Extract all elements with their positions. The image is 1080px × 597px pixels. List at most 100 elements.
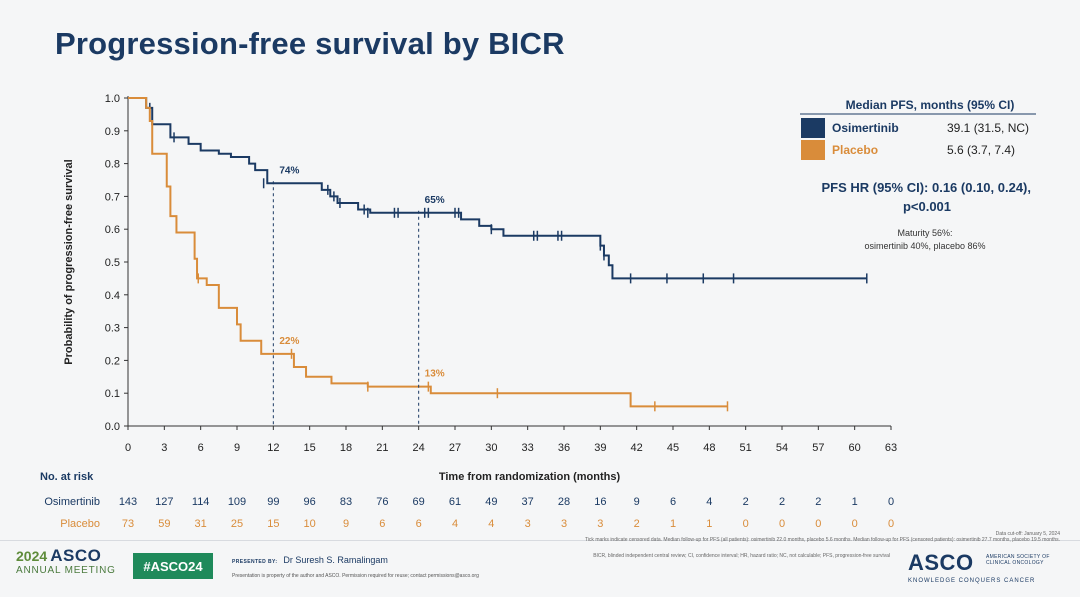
y-tick-label: 0.4 <box>105 290 120 302</box>
y-tick-label: 1.0 <box>105 93 120 105</box>
at-risk-count: 0 <box>888 518 894 530</box>
meeting-year: 2024 <box>16 548 48 564</box>
at-risk-count: 0 <box>779 518 785 530</box>
at-risk-count: 3 <box>525 518 531 530</box>
at-risk-count: 0 <box>888 496 894 508</box>
x-tick-label: 57 <box>812 442 824 454</box>
at-risk-count: 4 <box>452 518 458 530</box>
x-axis-title: Time from randomization (months) <box>439 471 621 483</box>
asco-tagline: KNOWLEDGE CONQUERS CANCER <box>908 578 1036 584</box>
y-tick-label: 0.8 <box>105 159 120 171</box>
x-tick-label: 42 <box>631 442 643 454</box>
at-risk-count: 31 <box>195 518 207 530</box>
y-tick-label: 0.2 <box>105 355 120 367</box>
at-risk-count: 2 <box>634 518 640 530</box>
maturity-text: Maturity 56%: <box>897 228 952 238</box>
x-tick-label: 36 <box>558 442 570 454</box>
x-tick-label: 63 <box>885 442 897 454</box>
x-tick-label: 54 <box>776 442 788 454</box>
at-risk-count: 73 <box>122 518 134 530</box>
chart-legend: Median PFS, months (95% CI) Osimertinib 39… <box>800 98 1036 251</box>
data-cutoff-note: Data cut-off: January 5, 2024 <box>995 531 1060 537</box>
at-risk-count: 37 <box>522 496 534 508</box>
at-risk-count: 10 <box>304 518 316 530</box>
at-risk-count: 4 <box>488 518 494 530</box>
legend-header: Median PFS, months (95% CI) <box>846 98 1015 112</box>
at-risk-count: 0 <box>815 518 821 530</box>
at-risk-count: 6 <box>416 518 422 530</box>
at-risk-count: 3 <box>561 518 567 530</box>
at-risk-count: 96 <box>304 496 316 508</box>
x-tick-label: 24 <box>413 442 425 454</box>
y-tick-label: 0.7 <box>105 191 120 203</box>
asco-brand: ASCO <box>908 550 974 575</box>
hazard-ratio-text: PFS HR (95% CI): 0.16 (0.10, 0.24), <box>821 180 1031 195</box>
at-risk-count: 109 <box>228 496 246 508</box>
x-tick-label: 9 <box>234 442 240 454</box>
tick-marks-note: Tick marks indicate censored data. Media… <box>584 537 1060 543</box>
x-tick-label: 60 <box>849 442 861 454</box>
footer-divider <box>0 540 1080 541</box>
x-tick-label: 12 <box>267 442 279 454</box>
reference-label: 74% <box>279 165 299 176</box>
x-tick-label: 6 <box>198 442 204 454</box>
at-risk-count: 0 <box>743 518 749 530</box>
at-risk-count: 0 <box>852 518 858 530</box>
x-tick-label: 0 <box>125 442 131 454</box>
x-tick-label: 51 <box>740 442 752 454</box>
slide-title: Progression-free survival by BICR <box>55 26 565 61</box>
reference-label: 13% <box>425 369 445 380</box>
y-tick-label: 0.3 <box>105 323 120 335</box>
chart-axes: 0.0 0.1 0.2 0.3 0.4 0.5 0.6 0.7 0.8 0.9 1.0 0 3 6 9 12 1… <box>63 93 897 483</box>
at-risk-count: 2 <box>779 496 785 508</box>
at-risk-count: 28 <box>558 496 570 508</box>
permission-note: Presentation is property of the author a… <box>232 573 479 579</box>
at-risk-count: 1 <box>670 518 676 530</box>
legend-label-placebo: Placebo <box>832 143 878 157</box>
x-tick-label: 27 <box>449 442 461 454</box>
x-tick-label: 30 <box>485 442 497 454</box>
km-chart: 0.00.10.20.30.40.50.60.70.80.91.00 3 6 9 12 1… <box>40 93 1036 530</box>
asco-society-logo: ASCO AMERICAN SOCIETY OF CLINICAL ONCOLO… <box>908 550 1073 584</box>
at-risk-row-label: Placebo <box>60 518 100 530</box>
y-tick-label: 0.1 <box>105 388 120 400</box>
reference-label: 65% <box>425 195 445 206</box>
abbreviations-note: BICR, blinded independent central review… <box>593 553 890 559</box>
meeting-name: ANNUAL MEETING <box>16 565 116 576</box>
at-risk-count: 2 <box>743 496 749 508</box>
chart-curves <box>128 97 868 412</box>
maturity-detail-text: osimertinib 40%, placebo 86% <box>864 241 985 251</box>
osimertinib-curve <box>128 97 867 280</box>
hashtag-badge: #ASCO24 <box>133 553 213 579</box>
y-tick-label: 0.5 <box>105 257 120 269</box>
at-risk-count: 1 <box>852 496 858 508</box>
at-risk-count: 9 <box>343 518 349 530</box>
legend-swatch-osimertinib <box>801 118 825 138</box>
at-risk-count: 114 <box>192 496 210 508</box>
legend-label-osimertinib: Osimertinib <box>832 121 899 135</box>
presenter-name: Dr Suresh S. Ramalingam <box>283 555 388 565</box>
at-risk-count: 6 <box>670 496 676 508</box>
at-risk-count: 59 <box>158 518 170 530</box>
y-tick-label: 0.9 <box>105 126 120 138</box>
at-risk-count: 15 <box>267 518 279 530</box>
at-risk-count: 9 <box>634 496 640 508</box>
at-risk-row-label: Osimertinib <box>44 496 100 508</box>
x-tick-label: 48 <box>703 442 715 454</box>
y-axis-title: Probability of progression-free survival <box>63 159 75 364</box>
legend-value-placebo: 5.6 (3.7, 7.4) <box>947 143 1015 157</box>
asco-society-name: AMERICAN SOCIETY OF CLINICAL ONCOLOGY <box>986 554 1050 566</box>
reference-label: 22% <box>279 336 299 347</box>
placebo-curve <box>128 97 728 408</box>
at-risk-count: 69 <box>413 496 425 508</box>
meeting-brand: ASCO <box>50 546 102 565</box>
p-value-text: p<0.001 <box>903 199 951 214</box>
x-tick-label: 45 <box>667 442 679 454</box>
x-tick-label: 39 <box>594 442 606 454</box>
y-tick-label: 0.0 <box>105 421 120 433</box>
x-tick-label: 21 <box>376 442 388 454</box>
y-tick-label: 0.6 <box>105 224 120 236</box>
presenter-line: PRESENTED BY: Dr Suresh S. Ramalingam <box>232 555 388 565</box>
at-risk-count: 2 <box>815 496 821 508</box>
